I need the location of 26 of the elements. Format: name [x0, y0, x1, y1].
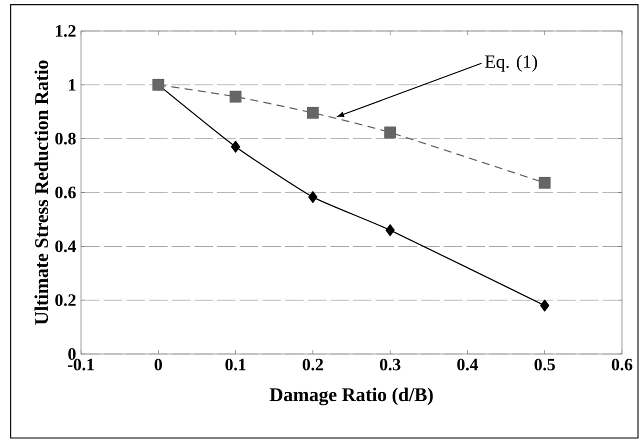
- y-axis-title: Ultimate Stress Reduction Ratio: [34, 60, 48, 325]
- y-tick-label: 1.2: [56, 25, 76, 37]
- x-tick-label: -0.1: [68, 358, 94, 370]
- point: [538, 176, 551, 189]
- point: [540, 300, 550, 312]
- point: [384, 126, 396, 138]
- y-tick-label: 0.6: [55, 186, 76, 198]
- y-tick-label: 0: [68, 348, 76, 360]
- point: [306, 106, 319, 119]
- point: [386, 224, 395, 236]
- x-axis-title: Damage Ratio (d/B): [270, 388, 433, 406]
- x-tick-label: 0.3: [380, 358, 400, 370]
- point: [230, 90, 242, 103]
- x-tick-label: 0.2: [302, 358, 323, 370]
- x-tick-label: 0: [154, 358, 162, 370]
- y-tick-label: 0.2: [55, 294, 76, 306]
- y-tick-label: 0.8: [55, 132, 76, 145]
- annotation: Eq. (1): [485, 54, 538, 72]
- y-tick-label: 0.4: [55, 240, 76, 252]
- x-tick-label: 0.1: [225, 358, 246, 370]
- y-tick-label: 1: [69, 79, 76, 91]
- x-tick-label: 0.4: [457, 358, 478, 370]
- x-tick-label: 0.6: [612, 358, 632, 370]
- x-tick-label: 0.5: [534, 358, 555, 370]
- point: [230, 140, 240, 153]
- point: [308, 191, 318, 203]
